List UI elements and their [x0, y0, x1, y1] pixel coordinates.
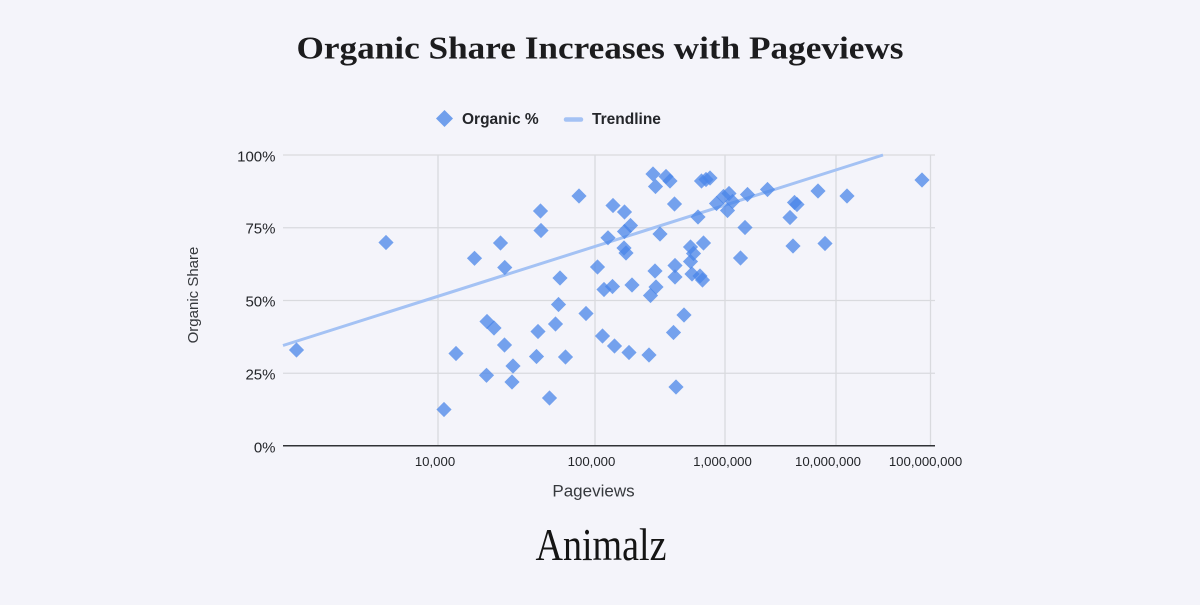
svg-text:Pageviews: Pageviews: [552, 482, 634, 501]
svg-text:Organic Share Increases with P: Organic Share Increases with Pageviews: [297, 31, 904, 66]
svg-text:100,000: 100,000: [568, 454, 616, 469]
svg-text:10,000: 10,000: [415, 454, 455, 469]
svg-text:Organic %: Organic %: [462, 111, 539, 128]
svg-text:Animalz: Animalz: [536, 519, 667, 570]
svg-text:0%: 0%: [254, 440, 276, 457]
svg-text:75%: 75%: [245, 221, 275, 238]
svg-text:100%: 100%: [237, 149, 275, 166]
svg-text:25%: 25%: [245, 367, 275, 384]
svg-text:Trendline: Trendline: [592, 111, 661, 128]
svg-text:1,000,000: 1,000,000: [693, 454, 752, 469]
svg-text:Organic Share: Organic Share: [185, 247, 202, 344]
svg-text:10,000,000: 10,000,000: [795, 454, 861, 469]
svg-text:50%: 50%: [245, 294, 275, 311]
svg-text:100,000,000: 100,000,000: [889, 454, 962, 469]
